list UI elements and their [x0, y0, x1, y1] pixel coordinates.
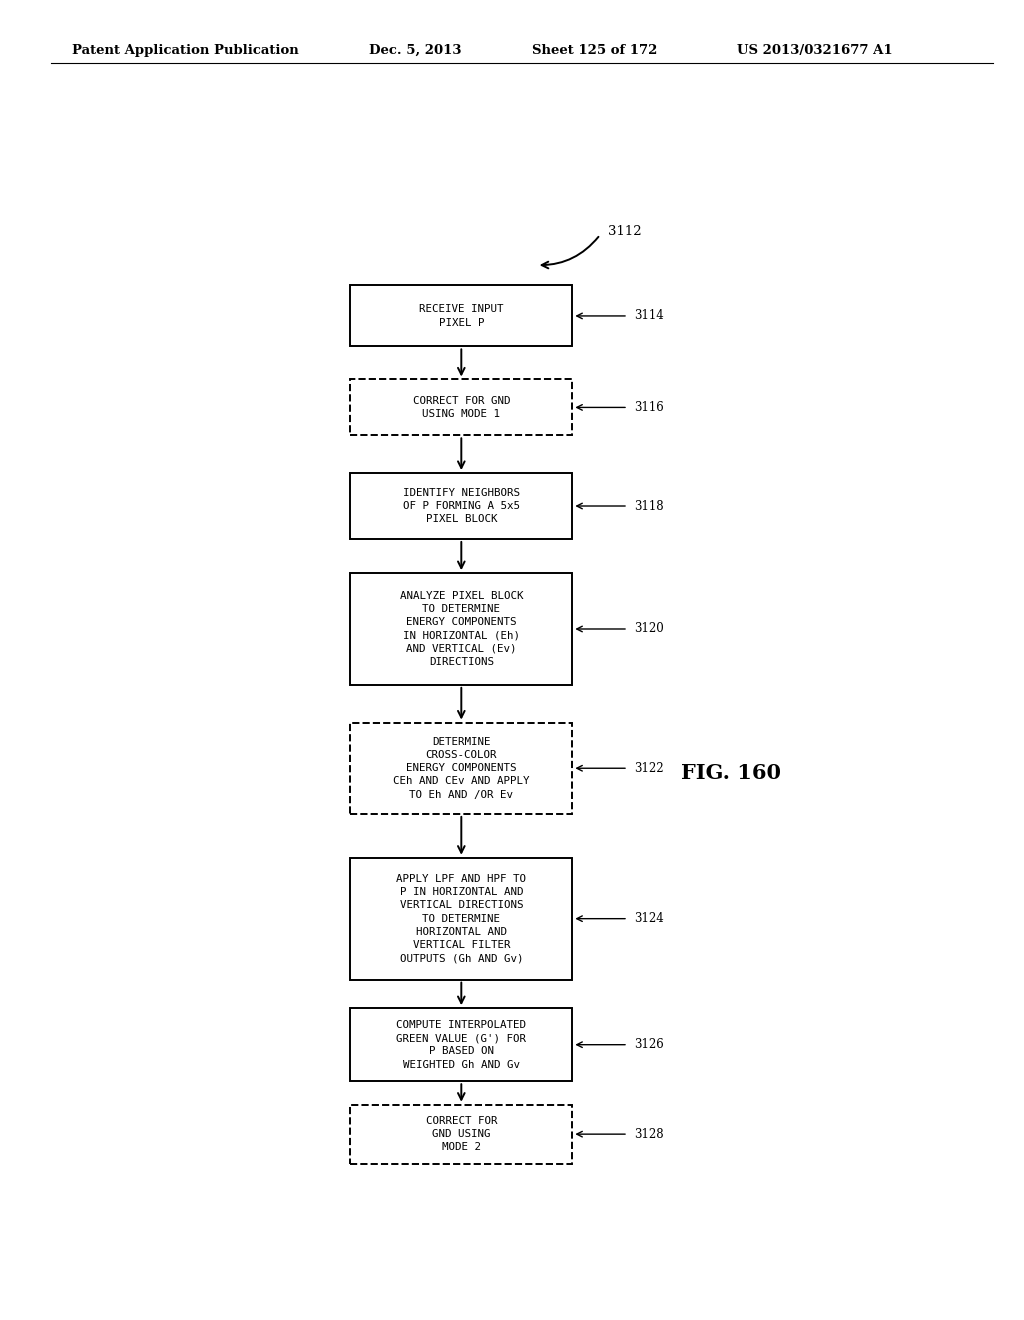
Text: ANALYZE PIXEL BLOCK
TO DETERMINE
ENERGY COMPONENTS
IN HORIZONTAL (Eh)
AND VERTIC: ANALYZE PIXEL BLOCK TO DETERMINE ENERGY …	[399, 591, 523, 667]
Text: RECEIVE INPUT
PIXEL P: RECEIVE INPUT PIXEL P	[419, 305, 504, 327]
Text: US 2013/0321677 A1: US 2013/0321677 A1	[737, 44, 893, 57]
Text: CORRECT FOR GND
USING MODE 1: CORRECT FOR GND USING MODE 1	[413, 396, 510, 418]
Text: 3124: 3124	[634, 912, 665, 925]
Text: CORRECT FOR
GND USING
MODE 2: CORRECT FOR GND USING MODE 2	[426, 1115, 497, 1152]
Text: IDENTIFY NEIGHBORS
OF P FORMING A 5x5
PIXEL BLOCK: IDENTIFY NEIGHBORS OF P FORMING A 5x5 PI…	[402, 488, 520, 524]
Text: 3122: 3122	[634, 762, 664, 775]
Text: Patent Application Publication: Patent Application Publication	[72, 44, 298, 57]
Text: FIG. 160: FIG. 160	[681, 763, 781, 783]
Bar	[350, 722, 572, 814]
Text: DETERMINE
CROSS-COLOR
ENERGY COMPONENTS
CEh AND CEv AND APPLY
TO Eh AND /OR Ev: DETERMINE CROSS-COLOR ENERGY COMPONENTS …	[393, 737, 529, 800]
Bar	[350, 473, 572, 539]
Bar	[350, 1105, 572, 1164]
Text: 3112: 3112	[608, 226, 642, 238]
Text: COMPUTE INTERPOLATED
GREEN VALUE (G') FOR
P BASED ON
WEIGHTED Gh AND Gv: COMPUTE INTERPOLATED GREEN VALUE (G') FO…	[396, 1020, 526, 1069]
Text: APPLY LPF AND HPF TO
P IN HORIZONTAL AND
VERTICAL DIRECTIONS
TO DETERMINE
HORIZO: APPLY LPF AND HPF TO P IN HORIZONTAL AND…	[396, 874, 526, 964]
Bar	[350, 573, 572, 685]
Text: Dec. 5, 2013: Dec. 5, 2013	[369, 44, 461, 57]
Bar	[350, 379, 572, 436]
Text: 3114: 3114	[634, 309, 665, 322]
Text: 3116: 3116	[634, 401, 665, 414]
Text: 3128: 3128	[634, 1127, 664, 1140]
Bar	[350, 858, 572, 979]
Text: Sheet 125 of 172: Sheet 125 of 172	[532, 44, 657, 57]
Bar	[350, 285, 572, 346]
Text: 3120: 3120	[634, 623, 665, 635]
Text: 3118: 3118	[634, 499, 664, 512]
Bar	[350, 1008, 572, 1081]
Text: 3126: 3126	[634, 1039, 665, 1051]
